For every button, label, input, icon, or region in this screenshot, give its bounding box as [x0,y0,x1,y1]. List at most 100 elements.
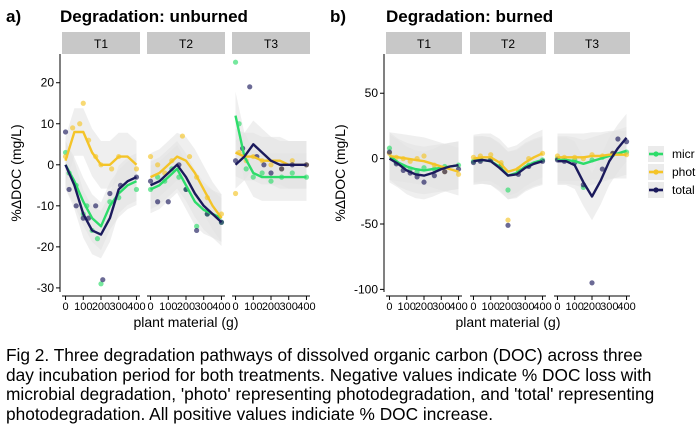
y-tick-label: 20 [41,76,55,90]
y-tick-label: -30 [37,281,55,295]
data-point-micro [268,178,274,184]
y-tick-label: 0 [371,152,378,166]
data-point-total [165,199,171,205]
trend-line-total [473,158,543,177]
x-tick-label: 100 [482,301,500,313]
data-point-total [194,227,200,234]
x-tick-label: 200 [262,301,280,313]
data-point-micro [155,174,161,180]
x-tick-label: 300 [110,301,128,313]
trend-line-micro [64,164,138,228]
x-tick-label: 400 [533,301,551,313]
trend-line-total [234,143,307,166]
caption-line-2: day incubation period for both treatment… [6,364,652,385]
trend-line-total [388,157,459,177]
trend-line-total [557,136,628,198]
data-point-micro [505,187,511,193]
data-point-total [268,170,274,176]
data-point-photo [155,162,161,168]
data-point-total [93,203,99,209]
facet-strip-label: T2 [501,37,515,51]
data-point-total [421,179,427,185]
data-point-photo [421,153,427,159]
confidence-band-total [473,136,543,200]
x-tick-label: 400 [449,301,467,313]
data-point-total [386,149,393,155]
y-tick-label: -10 [37,199,55,213]
data-point-photo [133,166,140,172]
panel-title: Degradation: unburned [60,7,248,26]
data-point-total [100,277,106,283]
x-tick-label: 100 [159,301,177,313]
trend-line-total [149,163,223,224]
data-point-total [247,84,253,90]
x-tick-label: 100 [244,301,262,313]
legend-dot-photo [653,169,659,175]
data-point-photo [455,171,462,177]
y-axis-title: %ΔDOC (mg/L) [8,124,24,221]
data-point-total [147,178,154,184]
data-point-micro [98,281,104,287]
caption-line-4: photodegradation. All positive values in… [6,404,494,425]
data-point-total [155,199,161,205]
x-axis-title: plant material (g) [133,314,238,330]
data-point-micro [133,186,140,193]
facet-strip-label: T2 [179,37,193,51]
data-point-micro [232,59,239,65]
data-point-photo [70,125,76,131]
data-point-total [279,166,285,172]
x-tick-label: 300 [600,301,618,313]
data-point-photo [623,152,630,158]
data-point-photo [488,152,494,158]
trend-line-total [64,164,138,236]
x-tick-label: 400 [617,301,635,313]
y-axis-title: %ΔDOC (mg/L) [332,124,348,221]
x-tick-label: 400 [212,301,230,313]
x-tick-label: 300 [195,301,213,313]
legend-label-photo: phot [672,165,696,179]
x-tick-label: 400 [127,301,145,313]
data-point-photo [268,162,274,168]
data-point-total [66,186,72,193]
data-point-total [107,190,113,197]
data-point-photo [232,190,239,197]
data-point-total [615,136,621,142]
x-tick-label: 200 [415,301,433,313]
x-tick-label: 200 [92,301,110,313]
facet-strip-label: T1 [417,37,431,51]
panel-title: Degradation: burned [386,7,553,26]
data-point-micro [194,223,200,229]
data-point-micro [250,174,256,180]
facet-strip [147,32,225,54]
confidence-band-total [150,141,222,246]
data-point-total [589,280,595,286]
trend-line-photo [149,155,223,219]
y-tick-label: 0 [47,158,54,172]
data-point-total [431,173,437,179]
x-tick-label: 0 [147,301,153,313]
x-tick-label: 0 [554,301,560,313]
confidence-band-total [235,120,307,189]
x-tick-label: 200 [583,301,601,313]
x-axis-title: plant material (g) [455,314,560,330]
y-tick-label: -50 [361,217,379,231]
y-tick-label: 10 [41,117,55,131]
legend-dot-total [653,187,659,193]
data-point-photo [186,153,193,160]
legend-label-micro: micr [672,147,695,161]
facet-strip-label: T3 [585,37,599,51]
figure: a) Degradation: unburned20100-10-20-30%ΔD… [6,7,696,330]
data-point-micro [243,166,249,172]
data-point-total [62,129,69,135]
x-tick-label: 200 [499,301,517,313]
facet-strip-label: T1 [94,37,108,51]
facet-strip [62,32,140,54]
x-tick-label: 0 [470,301,476,313]
x-tick-label: 300 [280,301,298,313]
data-point-total [505,222,511,228]
caption-line-1: Fig 2. Three degradation pathways of dis… [6,345,643,365]
data-point-micro [289,170,295,176]
data-point-photo [77,121,83,127]
legend-dot-micro [653,151,659,157]
data-point-photo [179,133,186,139]
